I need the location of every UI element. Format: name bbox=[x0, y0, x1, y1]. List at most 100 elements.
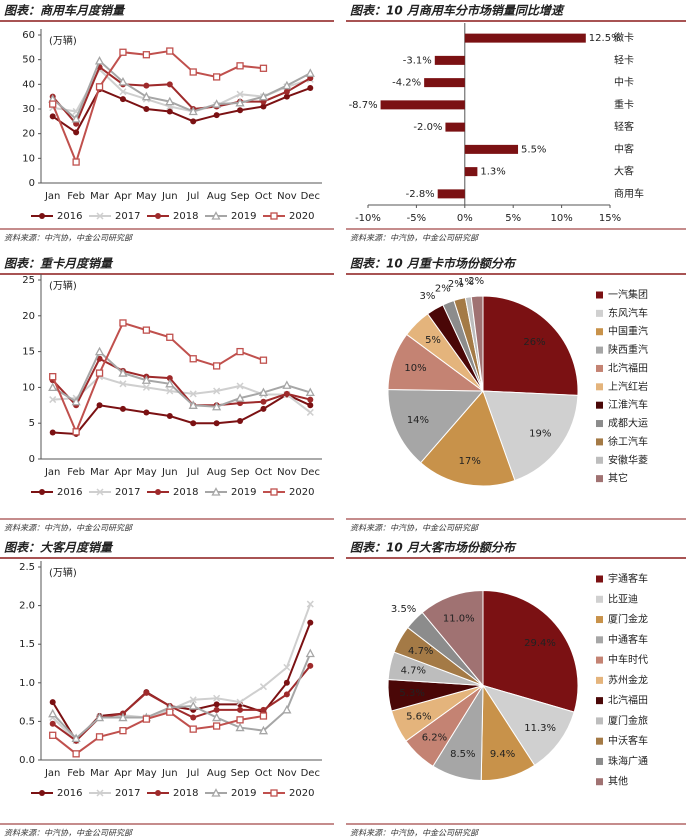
pie-slice bbox=[482, 390, 579, 482]
legend-label: 2017 bbox=[115, 487, 140, 498]
point-marker bbox=[213, 706, 220, 713]
point-marker bbox=[49, 100, 57, 108]
x-tick-label: Nov bbox=[277, 768, 297, 779]
point-marker bbox=[166, 387, 174, 395]
value-label: 1.3% bbox=[480, 167, 505, 178]
x-tick-label: Apr bbox=[114, 768, 132, 779]
point-marker bbox=[119, 88, 127, 96]
y-tick-label: 2.0 bbox=[19, 601, 35, 612]
point-marker bbox=[95, 83, 104, 91]
x-tick-label: Jan bbox=[44, 467, 60, 478]
legend-label: 中国重汽 bbox=[608, 325, 648, 338]
point-marker bbox=[258, 387, 269, 397]
x-tick-label: May bbox=[136, 768, 157, 779]
x-tick-label: May bbox=[136, 467, 157, 478]
legend-marker bbox=[96, 212, 104, 220]
point-marker bbox=[307, 85, 314, 92]
point-marker bbox=[142, 326, 151, 334]
value-label: -2.0% bbox=[413, 122, 442, 133]
point-marker bbox=[143, 409, 150, 416]
x-tick-label: Mar bbox=[90, 467, 110, 478]
point-marker bbox=[188, 106, 198, 116]
point-marker bbox=[95, 369, 104, 377]
point-marker bbox=[118, 76, 128, 86]
point-marker bbox=[212, 712, 222, 722]
legend-swatch bbox=[596, 737, 603, 745]
point-marker bbox=[282, 380, 292, 389]
point-marker bbox=[237, 107, 244, 114]
x-tick-label: 0% bbox=[457, 213, 473, 224]
point-marker bbox=[213, 420, 220, 427]
bar bbox=[445, 122, 465, 132]
chart-title: 图表：大客月度销量 bbox=[4, 541, 114, 555]
point-marker bbox=[189, 725, 197, 733]
legend-marker bbox=[270, 789, 278, 797]
slice-label: 11.3% bbox=[524, 723, 556, 734]
point-marker bbox=[142, 715, 151, 723]
legend-label: 2018 bbox=[173, 487, 198, 498]
y-tick-label: 15 bbox=[22, 347, 35, 358]
legend-marker bbox=[155, 213, 161, 219]
x-tick-label: Jul bbox=[186, 191, 199, 202]
legend-label: 上汽红岩 bbox=[608, 380, 648, 393]
x-tick-label: 10% bbox=[550, 213, 572, 224]
y-tick-label: 20 bbox=[22, 129, 35, 140]
point-marker bbox=[213, 112, 220, 119]
legend-marker bbox=[96, 789, 104, 797]
point-marker bbox=[190, 118, 197, 125]
point-marker bbox=[49, 731, 57, 739]
slice-label: 14% bbox=[407, 415, 429, 426]
value-label: 12.5% bbox=[589, 33, 621, 44]
point-marker bbox=[49, 720, 56, 727]
legend-label: 苏州金龙 bbox=[608, 673, 648, 686]
point-marker bbox=[235, 722, 245, 732]
slice-label: 6.2% bbox=[422, 733, 447, 744]
point-marker bbox=[259, 64, 268, 72]
point-marker bbox=[282, 80, 292, 90]
point-marker bbox=[119, 48, 127, 56]
x-tick-label: Dec bbox=[301, 768, 320, 779]
point-marker bbox=[166, 47, 174, 55]
point-marker bbox=[307, 396, 314, 403]
series-line bbox=[51, 357, 311, 408]
point-marker bbox=[283, 93, 290, 100]
legend-marker bbox=[211, 211, 221, 220]
x-tick-label: Aug bbox=[207, 467, 227, 478]
chart-title: 图表：10 月大客市场份额分布 bbox=[350, 541, 517, 555]
pie-slice bbox=[421, 589, 484, 687]
legend-marker bbox=[155, 489, 161, 495]
point-marker bbox=[71, 113, 81, 123]
point-marker bbox=[212, 73, 221, 81]
value-label: -8.7% bbox=[349, 100, 378, 111]
slice-label: 5.3% bbox=[399, 688, 424, 699]
x-tick-label: Feb bbox=[67, 191, 85, 202]
point-marker bbox=[213, 701, 220, 708]
point-marker bbox=[189, 355, 197, 363]
legend-label: 珠海广通 bbox=[608, 754, 648, 767]
legend-label: 北汽福田 bbox=[608, 694, 648, 707]
y-tick-label: 10 bbox=[22, 382, 35, 393]
legend-marker bbox=[211, 788, 221, 797]
point-marker bbox=[71, 396, 81, 406]
x-tick-label: Jul bbox=[186, 768, 199, 779]
legend-label: 宇通客车 bbox=[608, 572, 648, 585]
legend-swatch bbox=[596, 346, 603, 354]
legend-label: 其他 bbox=[608, 775, 628, 788]
legend-swatch bbox=[596, 636, 603, 644]
point-marker bbox=[283, 679, 290, 686]
legend-label: 厦门金旅 bbox=[608, 714, 648, 727]
point-marker bbox=[307, 619, 314, 626]
legend-label: 2018 bbox=[173, 788, 198, 799]
legend-marker bbox=[270, 488, 278, 496]
point-marker bbox=[166, 108, 173, 115]
legend-swatch bbox=[596, 717, 603, 725]
x-tick-label: Dec bbox=[301, 467, 320, 478]
x-tick-label: Mar bbox=[90, 768, 110, 779]
point-marker bbox=[283, 663, 291, 671]
point-marker bbox=[119, 727, 127, 735]
pie-slice bbox=[387, 389, 485, 464]
legend-swatch bbox=[596, 575, 603, 583]
point-marker bbox=[260, 405, 267, 412]
point-marker bbox=[306, 408, 314, 416]
point-marker bbox=[307, 662, 314, 669]
